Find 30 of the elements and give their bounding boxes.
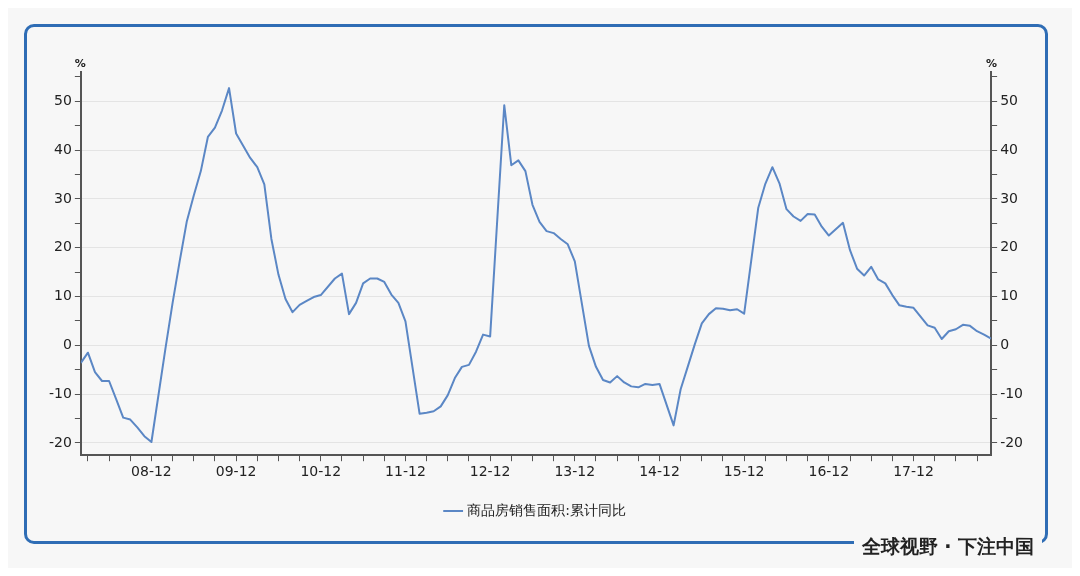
- y2-tick-label: 50: [1000, 91, 1018, 108]
- x-tick-label: 09-12: [215, 463, 257, 480]
- x-tick-label: 17-12: [893, 463, 934, 480]
- y-tick-label: 10: [54, 287, 72, 304]
- y2-tick-label: 20: [1000, 238, 1018, 255]
- y2-tick-label: 10: [1000, 287, 1018, 304]
- y-axis-title: %: [74, 57, 86, 71]
- y-tick-label: 30: [54, 189, 72, 206]
- text: 全球视野 · 下注中国: [853, 534, 1042, 560]
- y2-tick-label: 40: [1000, 140, 1018, 157]
- legend-label: 商品房销售面积:累计同比: [467, 501, 626, 518]
- x-tick-label: 16-12: [808, 463, 850, 480]
- y2-tick-label: 30: [1000, 189, 1018, 206]
- y2-tick-label: 0: [1000, 336, 1010, 353]
- y-tick-label: -20: [48, 433, 72, 450]
- x-tick-label: 12-12: [469, 463, 511, 480]
- y-tick-label: 50: [54, 91, 72, 108]
- x-tick-label: 08-12: [131, 463, 172, 480]
- y2-tick-label: -20: [1000, 433, 1024, 450]
- x-tick-label: 13-12: [554, 463, 596, 480]
- y2-tick-label: -10: [1000, 384, 1024, 401]
- x-tick-label: 15-12: [723, 463, 765, 480]
- x-tick-label: 14-12: [639, 463, 680, 480]
- y-tick-label: 20: [54, 238, 72, 255]
- x-tick-label: 10-12: [300, 463, 342, 480]
- x-tick-label: 11-12: [385, 463, 426, 480]
- y-tick-label: 40: [54, 140, 72, 157]
- y2-axis-title: %: [986, 57, 998, 71]
- y-tick-label: 0: [62, 336, 72, 353]
- y-tick-label: -10: [48, 384, 72, 401]
